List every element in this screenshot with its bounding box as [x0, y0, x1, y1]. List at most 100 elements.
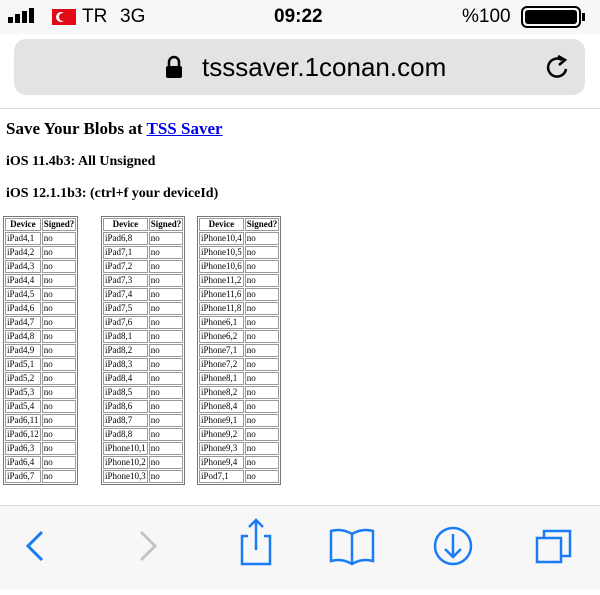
signed-cell: no: [148, 372, 184, 385]
device-cell: iPad4,4: [5, 274, 41, 287]
signed-cell: no: [41, 232, 77, 245]
signed-cell: no: [244, 456, 280, 469]
device-table: Device Signed? iPad6,8 no iPad7,1 no iPad7,2 no…: [101, 216, 186, 485]
heading: iOS 12.1.1b3: (ctrl+f your deviceId): [6, 186, 219, 201]
device-cell: iPhone8,4: [199, 400, 244, 413]
signed-cell: no: [244, 386, 280, 399]
device-cell: iPhone9,3: [199, 442, 244, 455]
device-cell: iPhone6,1: [199, 316, 244, 329]
signed-cell: no: [244, 316, 280, 329]
signed-cell: no: [41, 344, 77, 357]
device-cell: iPhone7,2: [199, 358, 244, 371]
device-cell: iPad6,3: [5, 442, 41, 455]
device-cell: iPad4,8: [5, 330, 41, 343]
toolbar: [0, 505, 600, 590]
table-row: iPad6,11 no: [5, 414, 77, 427]
table-row: iPad4,8 no: [5, 330, 77, 343]
signed-cell: no: [148, 330, 184, 343]
share-button[interactable]: [240, 518, 272, 566]
toolbar-icons: [25, 518, 572, 566]
signed-cell: no: [148, 274, 184, 287]
signed-cell: no: [148, 358, 184, 371]
device-cell: iPad7,4: [103, 288, 148, 301]
device-cell: iPad4,1: [5, 232, 41, 245]
downloads-button[interactable]: [433, 526, 473, 566]
signed-cell: no: [41, 358, 77, 371]
table-row: iPad8,1 no: [103, 330, 184, 343]
device-cell: iPad6,11: [5, 414, 41, 427]
device-cell: iPhone11,2: [199, 274, 244, 287]
signed-cell: no: [148, 442, 184, 455]
signed-cell: no: [244, 428, 280, 441]
table-row: iPad6,3 no: [5, 442, 77, 455]
table-row: iPad8,7 no: [103, 414, 184, 427]
table-row: iPad7,4 no: [103, 288, 184, 301]
network: 3G: [120, 6, 146, 27]
device-cell: iPad6,4: [5, 456, 41, 469]
table-row: iPad7,2 no: [103, 260, 184, 273]
table-row: iPad4,5 no: [5, 288, 77, 301]
signed-cell: no: [244, 302, 280, 315]
table-row: iPad7,6 no: [103, 316, 184, 329]
table-row: iPad4,9 no: [5, 344, 77, 357]
table-row: iPad7,5 no: [103, 302, 184, 315]
title-link[interactable]: TSS Saver: [146, 119, 223, 138]
signed-cell: no: [41, 302, 77, 315]
reload-button[interactable]: [544, 53, 574, 83]
signed-cell: no: [244, 260, 280, 273]
signed-cell: no: [41, 442, 77, 455]
header-row: Device Signed?: [199, 218, 280, 231]
table-row: iPad5,2 no: [5, 372, 77, 385]
signed-cell: no: [41, 372, 77, 385]
device-cell: iPad4,6: [5, 302, 41, 315]
header-row: Device Signed?: [103, 218, 184, 231]
table-row: iPhone8,2 no: [199, 386, 280, 399]
signed-cell: no: [244, 400, 280, 413]
signed-cell: no: [244, 232, 280, 245]
signed-cell: no: [244, 288, 280, 301]
table-row: iPad6,7 no: [5, 470, 77, 483]
signed-cell: no: [244, 470, 280, 483]
device-cell: iPad5,2: [5, 372, 41, 385]
table-row: iPad8,6 no: [103, 400, 184, 413]
back-button[interactable]: [25, 530, 44, 562]
device-cell: iPad8,6: [103, 400, 148, 413]
table-row: iPhone11,8 no: [199, 302, 280, 315]
table-row: iPhone6,2 no: [199, 330, 280, 343]
table-row: iPhone7,2 no: [199, 358, 280, 371]
device-cell: iPhone10,2: [103, 456, 148, 469]
device-cell: iPad4,9: [5, 344, 41, 357]
header-cell: Signed?: [148, 218, 184, 231]
device-cell: iPhone11,8: [199, 302, 244, 315]
device-cell: iPhone9,1: [199, 414, 244, 427]
battery-level: %100: [462, 6, 511, 27]
address-bar[interactable]: tsssaver.1conan.com: [14, 39, 585, 95]
lock-icon: [166, 55, 182, 78]
device-cell: iPad6,12: [5, 428, 41, 441]
table-row: iPad8,8 no: [103, 428, 184, 441]
bookmarks-button[interactable]: [329, 528, 375, 566]
device-cell: iPad8,1: [103, 330, 148, 343]
device-cell: iPad8,8: [103, 428, 148, 441]
signed-cell: no: [244, 442, 280, 455]
signed-cell: no: [41, 288, 77, 301]
device-cell: iPad4,2: [5, 246, 41, 259]
table-row: iPad4,4 no: [5, 274, 77, 287]
device-cell: iPad4,3: [5, 260, 41, 273]
signed-cell: no: [244, 246, 280, 259]
header-cell: Signed?: [244, 218, 280, 231]
device-cell: iPad7,1: [103, 246, 148, 259]
table-row: iPhone10,2 no: [103, 456, 184, 469]
signed-cell: no: [244, 274, 280, 287]
tabs-button[interactable]: [535, 529, 572, 564]
table-row: iPhone9,2 no: [199, 428, 280, 441]
carrier: TR: [82, 6, 108, 27]
forward-button: [139, 530, 158, 562]
table-row: iPad4,1 no: [5, 232, 77, 245]
header-cell: Device: [103, 218, 148, 231]
table-row: iPhone10,5 no: [199, 246, 280, 259]
device-table: Device Signed? iPhone10,4 no iPhone10,5 no iPh…: [197, 216, 282, 485]
table-row: iPad6,8 no: [103, 232, 184, 245]
device-cell: iPad7,5: [103, 302, 148, 315]
